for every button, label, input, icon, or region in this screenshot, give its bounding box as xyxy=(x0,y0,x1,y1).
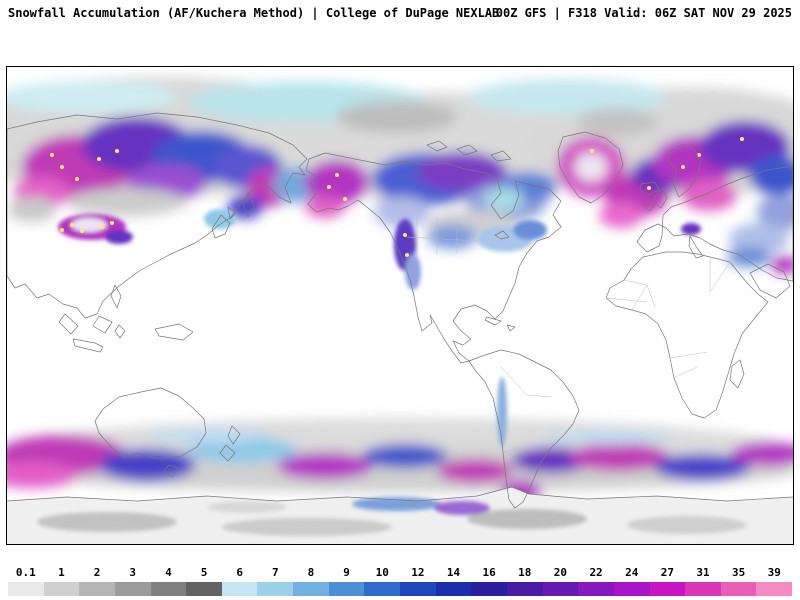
world-map xyxy=(6,66,794,545)
colorbar-segment: 6 xyxy=(221,566,258,596)
colorbar-segment: 8 xyxy=(293,566,329,596)
colorbar-tick-label: 12 xyxy=(411,566,425,579)
colorbar-tick-label: 0.1 xyxy=(15,566,36,579)
colorbar: 0.1 1 2 3 4 5 6 7 8 9 10 12 14 16 18 20 22 24 27 31 35 39 xyxy=(8,566,793,596)
colorbar-segment: 10 xyxy=(364,566,401,596)
colorbar-swatch xyxy=(150,582,187,596)
colorbar-tick-label: 16 xyxy=(482,566,496,579)
colorbar-swatch xyxy=(720,582,757,596)
colorbar-segment: 18 xyxy=(506,566,543,596)
product-title: Snowfall Accumulation (AF/Kuchera Method… xyxy=(8,6,500,20)
colorbar-tick-label: 27 xyxy=(660,566,674,579)
colorbar-segment: 5 xyxy=(186,566,222,596)
colorbar-tick-label: 6 xyxy=(236,566,243,579)
colorbar-segment: 31 xyxy=(685,566,721,596)
colorbar-segment: 27 xyxy=(649,566,686,596)
colorbar-swatch xyxy=(293,582,329,596)
colorbar-segment: 4 xyxy=(150,566,187,596)
colorbar-segment: 14 xyxy=(435,566,472,596)
colorbar-tick-label: 31 xyxy=(696,566,710,579)
colorbar-segment: 16 xyxy=(471,566,507,596)
colorbar-tick-label: 24 xyxy=(625,566,639,579)
colorbar-tick-label: 7 xyxy=(271,566,279,579)
colorbar-swatch xyxy=(79,582,115,596)
colorbar-swatch xyxy=(257,582,294,596)
colorbar-tick-label: 39 xyxy=(767,566,781,579)
colorbar-segment: 24 xyxy=(613,566,650,596)
colorbar-swatch xyxy=(506,582,543,596)
colorbar-segment: 12 xyxy=(400,566,436,596)
colorbar-swatch xyxy=(435,582,472,596)
colorbar-swatch xyxy=(578,582,614,596)
colorbar-swatch xyxy=(221,582,258,596)
colorbar-tick-label: 35 xyxy=(732,566,746,579)
colorbar-segment: 20 xyxy=(542,566,579,596)
colorbar-tick-label: 8 xyxy=(307,566,315,579)
colorbar-segment: 0.1 xyxy=(8,566,44,596)
colorbar-swatch xyxy=(471,582,507,596)
colorbar-segment: 1 xyxy=(43,566,80,596)
colorbar-swatch xyxy=(43,582,80,596)
colorbar-swatch xyxy=(542,582,579,596)
colorbar-tick-label: 5 xyxy=(200,566,208,579)
colorbar-swatch xyxy=(400,582,436,596)
world-map-svg xyxy=(7,67,793,544)
colorbar-swatch xyxy=(328,582,365,596)
colorbar-segment: 22 xyxy=(578,566,614,596)
colorbar-tick-label: 3 xyxy=(129,566,137,579)
colorbar-segment: 2 xyxy=(79,566,115,596)
colorbar-tick-label: 20 xyxy=(553,566,568,579)
colorbar-tick-label: 1 xyxy=(58,566,65,579)
colorbar-swatch xyxy=(756,582,793,596)
colorbar-segment: 7 xyxy=(257,566,294,596)
colorbar-tick-label: 9 xyxy=(343,566,350,579)
model-run-info: 00Z GFS | F318 Valid: 06Z SAT NOV 29 202… xyxy=(495,6,792,20)
colorbar-segment: 3 xyxy=(114,566,151,596)
colorbar-segment: 35 xyxy=(720,566,757,596)
colorbar-swatch xyxy=(364,582,401,596)
colorbar-tick-label: 14 xyxy=(446,566,461,579)
colorbar-tick-label: 22 xyxy=(589,566,603,579)
colorbar-tick-label: 2 xyxy=(93,566,101,579)
colorbar-swatch xyxy=(613,582,650,596)
colorbar-swatch xyxy=(649,582,686,596)
colorbar-tick-label: 10 xyxy=(375,566,389,579)
colorbar-swatch xyxy=(186,582,222,596)
colorbar-segment: 9 xyxy=(328,566,365,596)
colorbar-segment: 39 xyxy=(756,566,793,596)
colorbar-tick-label: 4 xyxy=(165,566,172,579)
colorbar-swatch xyxy=(8,582,44,596)
colorbar-swatch xyxy=(685,582,721,596)
colorbar-swatch xyxy=(114,582,151,596)
colorbar-tick-label: 18 xyxy=(518,566,532,579)
